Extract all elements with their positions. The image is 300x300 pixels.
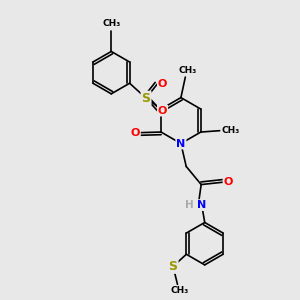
Text: N: N — [176, 139, 185, 148]
Text: H: H — [185, 200, 194, 210]
Text: CH₃: CH₃ — [221, 126, 239, 135]
Text: O: O — [158, 106, 167, 116]
Text: O: O — [130, 128, 140, 138]
Text: O: O — [224, 177, 233, 187]
Text: S: S — [142, 92, 151, 105]
Text: N: N — [197, 200, 206, 210]
Text: CH₃: CH₃ — [178, 66, 197, 75]
Text: S: S — [169, 260, 178, 273]
Text: CH₃: CH₃ — [102, 19, 120, 28]
Text: O: O — [158, 79, 167, 89]
Text: CH₃: CH₃ — [171, 286, 189, 295]
